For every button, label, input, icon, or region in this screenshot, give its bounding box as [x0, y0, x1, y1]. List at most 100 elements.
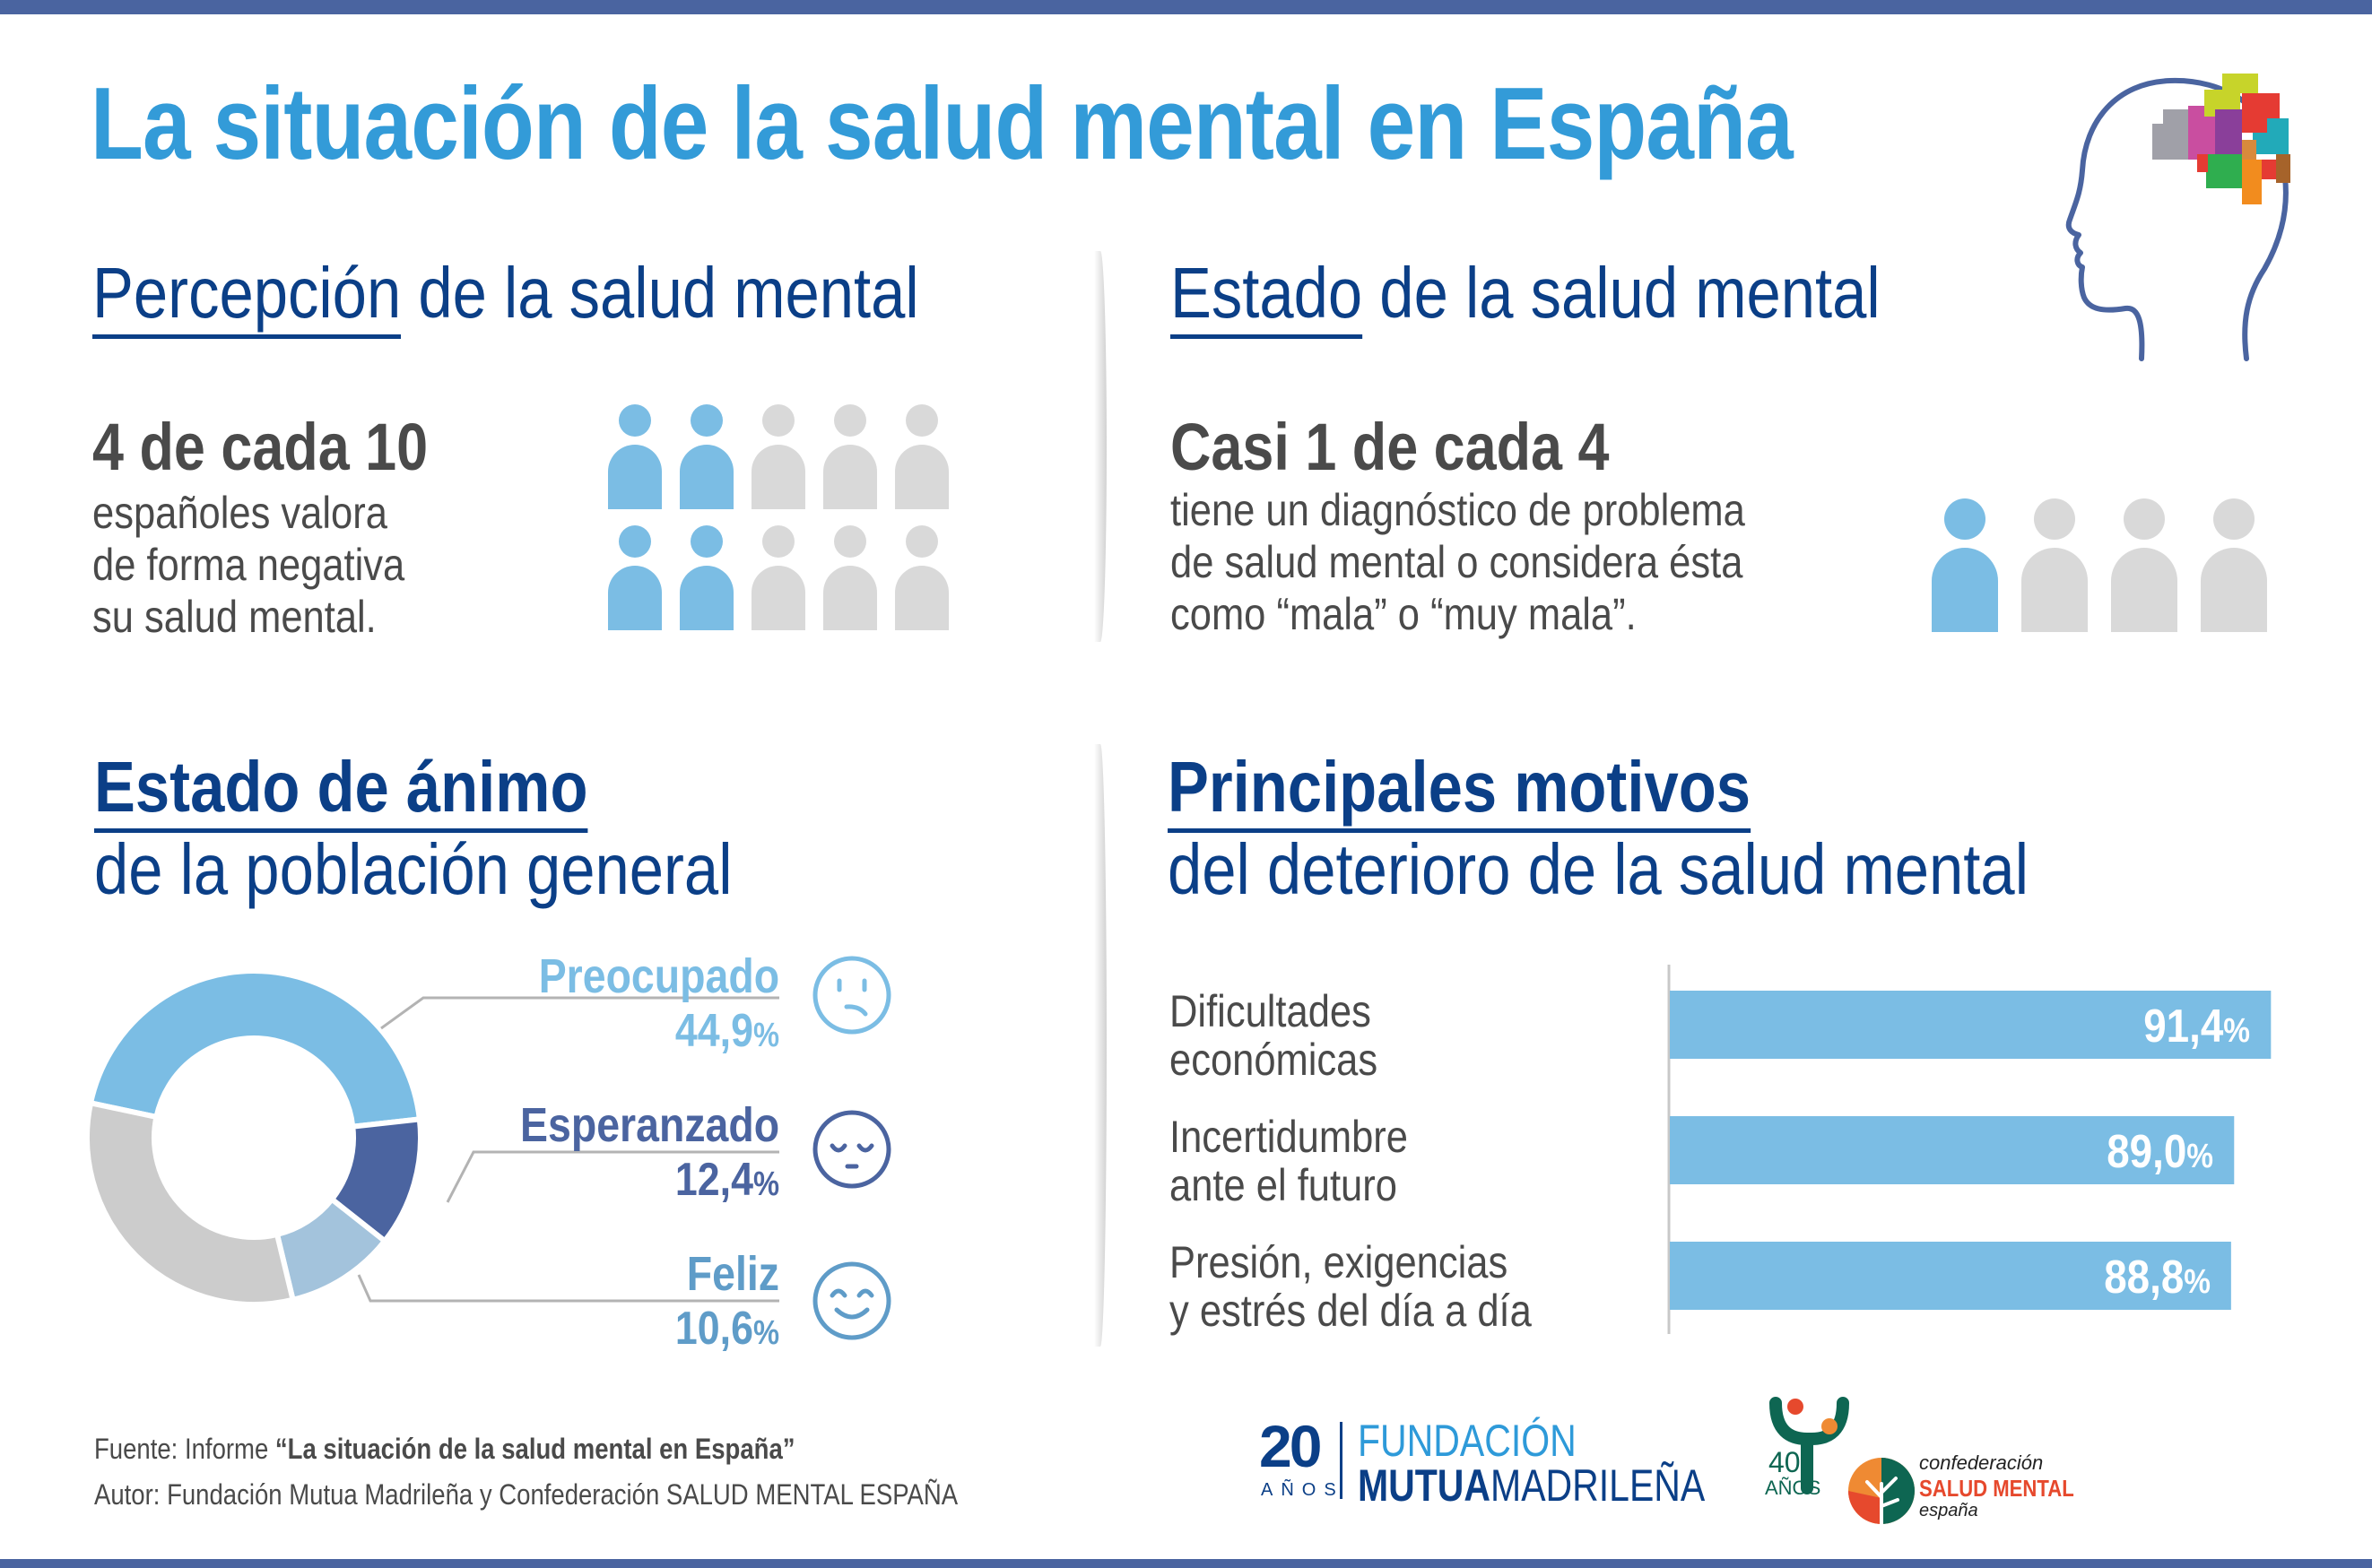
- person-icon: [608, 404, 662, 509]
- mutua-line2: MUTUAMADRILEÑA: [1358, 1463, 1705, 1508]
- bar-category-label: Presión, exigencias y estrés del día a dí…: [1169, 1238, 1532, 1335]
- state-heading: Estado de la salud mental: [1170, 253, 1881, 339]
- mutua-years-label: AÑOS: [1261, 1480, 1344, 1500]
- mood-value-esperanzado: 12,4%: [675, 1157, 779, 1203]
- confederacion-line1: confederación: [1919, 1451, 2044, 1474]
- perception-heading-rest: de la salud mental: [401, 253, 919, 333]
- leader-line: [357, 1274, 779, 1303]
- mood-donut-chart: [84, 956, 891, 1340]
- mutua-years: 20: [1259, 1413, 1322, 1479]
- donut-slice-otros: [84, 1099, 297, 1307]
- confederacion-years-label: AÑOS: [1765, 1477, 1821, 1499]
- mood-label-preocupado: Preocupado: [538, 949, 779, 1003]
- bar-category-line: Dificultades: [1169, 986, 1371, 1036]
- bar: [1670, 991, 2272, 1059]
- mood-heading-strong: Estado de ánimo: [94, 747, 588, 827]
- person-icon: [2021, 498, 2088, 632]
- bar-value-number: 88,8: [2104, 1252, 2185, 1304]
- mood-value-number: 10,6: [674, 1303, 753, 1355]
- mood-value-number: 12,4: [674, 1154, 753, 1206]
- head-outline-icon: [2065, 77, 2289, 361]
- happy-face-icon: [812, 1261, 891, 1340]
- person-icon: [895, 404, 949, 509]
- bar-category-label: Incertidumbre ante el futuro: [1169, 1113, 1408, 1209]
- leader-line: [380, 996, 779, 1030]
- percent-sign: %: [2223, 1012, 2251, 1050]
- mutua-line1: FUNDACIÓN: [1358, 1416, 1577, 1466]
- mood-value-feliz: 10,6%: [675, 1305, 779, 1352]
- state-line: tiene un diagnóstico de problema: [1170, 485, 1745, 535]
- bar-value-label: 89,0%: [2107, 1129, 2213, 1175]
- page-title: La situación de la salud mental en Españ…: [91, 67, 1794, 181]
- person-icon: [680, 404, 734, 509]
- bar: [1670, 1242, 2231, 1310]
- reasons-heading-strong: Principales motivos: [1168, 747, 1751, 827]
- perception-line: de forma negativa: [92, 540, 405, 590]
- state-line: como “mala” o “muy mala”.: [1170, 589, 1637, 639]
- percent-sign: %: [2184, 1263, 2211, 1301]
- percent-sign: %: [752, 1314, 779, 1352]
- state-description: tiene un diagnóstico de problema de salu…: [1170, 484, 1745, 640]
- confederacion-years: 40: [1768, 1446, 1801, 1478]
- logo-divider: [1340, 1422, 1342, 1499]
- bar-value-number: 89,0: [2107, 1126, 2187, 1178]
- perception-line: españoles valora: [92, 488, 387, 538]
- state-stat: Casi 1 de cada 4: [1170, 410, 1610, 484]
- bar-value-label: 88,8%: [2104, 1254, 2211, 1301]
- person-icon: [2201, 498, 2267, 632]
- source-note: Fuente: Informe “La situación de la salu…: [94, 1434, 795, 1463]
- person-icon: [608, 525, 662, 630]
- bar-value-label: 91,4%: [2144, 1003, 2251, 1050]
- calm-face-icon: [812, 1110, 891, 1189]
- percent-sign: %: [2186, 1138, 2214, 1175]
- person-icon: [895, 525, 949, 630]
- mood-heading: Estado de ánimo: [94, 747, 588, 833]
- confederacion-line3: españa: [1919, 1501, 1978, 1520]
- percent-sign: %: [752, 1017, 779, 1054]
- bar-value-number: 91,4: [2143, 1001, 2224, 1053]
- state-heading-strong: Estado: [1170, 253, 1363, 333]
- person-icon: [2111, 498, 2177, 632]
- reasons-subheading: del deterioro de la salud mental: [1168, 829, 2029, 909]
- person-icon: [752, 525, 805, 630]
- head-brain-illustration: [2065, 74, 2290, 361]
- bar: [1670, 1116, 2235, 1184]
- person-icon: [823, 404, 877, 509]
- source-prefix: Fuente: Informe: [94, 1433, 275, 1465]
- source-title: “La situación de la salud mental en Espa…: [274, 1433, 795, 1465]
- percent-sign: %: [752, 1165, 779, 1203]
- person-icon: [823, 525, 877, 630]
- confederacion-line2: SALUD MENTAL: [1919, 1475, 2074, 1502]
- perception-heading: Percepción de la salud mental: [92, 253, 919, 339]
- mutua-line2-rest: MADRILEÑA: [1490, 1460, 1706, 1511]
- bar-category-line: Presión, exigencias: [1169, 1237, 1508, 1287]
- reasons-bar-chart: [1667, 965, 2272, 1334]
- mood-value-preocupado: 44,9%: [675, 1008, 779, 1054]
- reasons-heading: Principales motivos: [1168, 747, 1751, 833]
- top-frame-bar: [0, 0, 2372, 14]
- bottom-frame-bar: [0, 1559, 2372, 1568]
- person-icon: [1932, 498, 1998, 632]
- mood-label-esperanzado: Esperanzado: [519, 1098, 779, 1152]
- person-icon: [752, 404, 805, 509]
- bar-category-line: ante el futuro: [1169, 1160, 1397, 1210]
- puzzle-brain-icon: [2152, 74, 2290, 204]
- section-divider: [1094, 744, 1107, 1347]
- bar-category-line: económicas: [1169, 1035, 1378, 1085]
- perception-description: españoles valora de forma negativa su sa…: [92, 487, 404, 643]
- bar-category-line: Incertidumbre: [1169, 1112, 1408, 1162]
- mood-value-number: 44,9: [674, 1005, 753, 1057]
- bar-category-line: y estrés del día a día: [1169, 1286, 1532, 1336]
- worried-face-icon: [812, 956, 891, 1035]
- confederacion-figure-icon: [1769, 1397, 1849, 1494]
- state-heading-rest: de la salud mental: [1362, 253, 1881, 333]
- fundacion-mutua-logo: 20 AÑOS FUNDACIÓN MUTUAMADRILEÑA: [1256, 1413, 1705, 1508]
- state-pictogram: [1932, 498, 2267, 632]
- perception-heading-strong: Percepción: [92, 253, 402, 333]
- state-line: de salud mental o considera ésta: [1170, 537, 1743, 587]
- mood-label-feliz: Feliz: [686, 1247, 779, 1301]
- author-note: Autor: Fundación Mutua Madrileña y Confe…: [94, 1478, 959, 1511]
- person-icon: [680, 525, 734, 630]
- perception-pictogram: [608, 404, 949, 630]
- donut-slice-preocupado: [87, 968, 423, 1131]
